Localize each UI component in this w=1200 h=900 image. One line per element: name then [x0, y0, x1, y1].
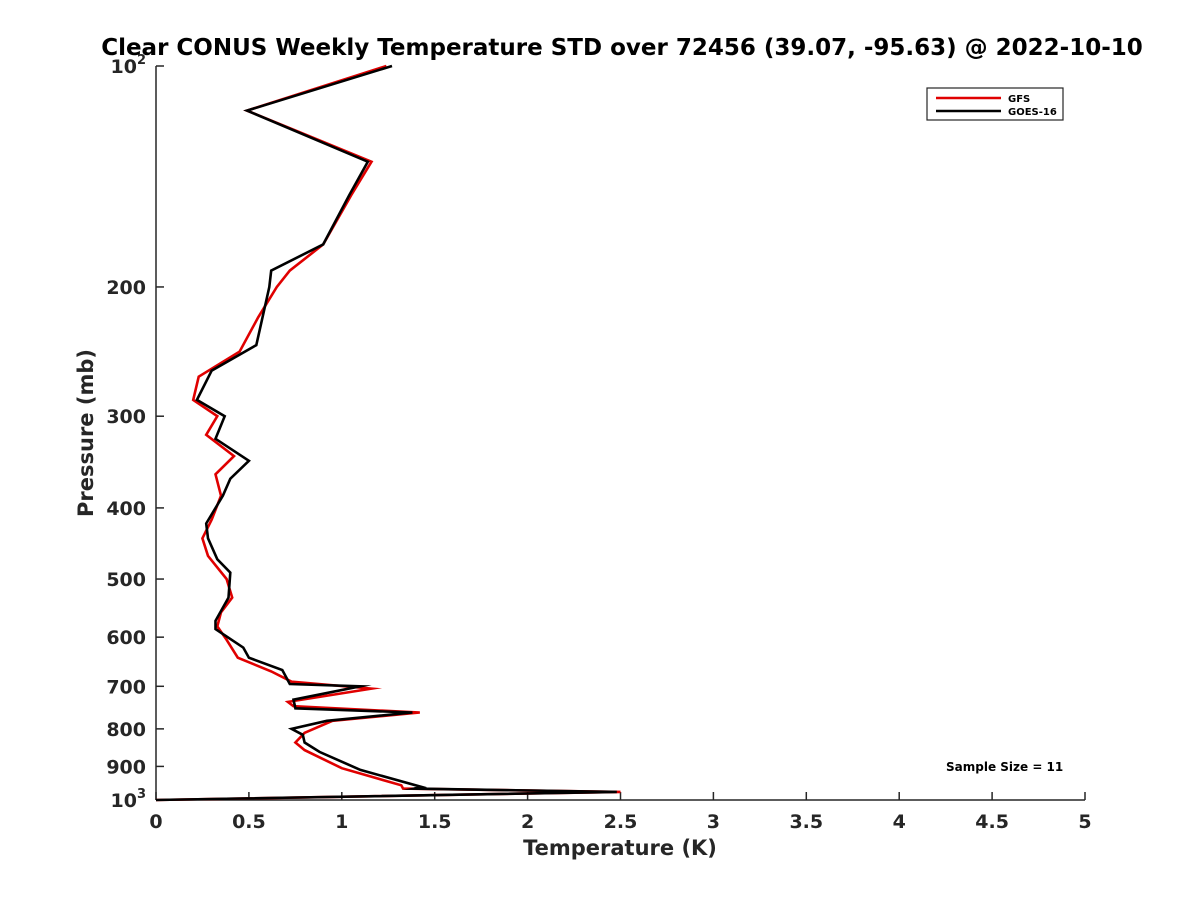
- legend-box: [926, 87, 1064, 121]
- x-tick-label: 2: [521, 811, 534, 833]
- legend-label: GFS: [1008, 94, 1030, 105]
- legend: GFS GOES-16: [926, 87, 1064, 121]
- y-tick-label: 102: [111, 53, 147, 78]
- y-tick-base: 10: [111, 56, 137, 78]
- sample-size-annotation: Sample Size = 11: [946, 760, 1063, 774]
- y-tick-label: 200: [106, 277, 146, 299]
- y-tick-label: 300: [106, 406, 146, 428]
- x-tick-label: 3: [707, 811, 720, 833]
- x-ticks: 0 0.5 1 1.5 2 2.5 3 3.5 4 4.5 5: [149, 792, 1092, 833]
- y-tick-label: 103: [111, 787, 147, 812]
- y-tick-label: 700: [106, 676, 146, 698]
- y-tick-label: 500: [106, 569, 146, 591]
- y-tick-base: 10: [111, 790, 137, 812]
- x-tick-label: 4: [893, 811, 906, 833]
- y-tick-label: 400: [106, 498, 146, 520]
- x-tick-label: 0.5: [232, 811, 266, 833]
- series-line-goes-16: [155, 64, 617, 802]
- plot-axes: [155, 66, 1085, 801]
- y-tick-label: 800: [106, 719, 146, 741]
- series-line-gfs: [155, 64, 621, 802]
- legend-label: GOES-16: [1008, 107, 1057, 118]
- x-tick-label: 5: [1078, 811, 1091, 833]
- x-tick-label: 4.5: [975, 811, 1009, 833]
- x-tick-label: 2.5: [604, 811, 638, 833]
- chart-title: Clear CONUS Weekly Temperature STD over …: [101, 35, 1143, 61]
- y-tick-label: 600: [106, 627, 146, 649]
- y-axis-label: Pressure (mb): [74, 349, 98, 517]
- x-tick-label: 1: [335, 811, 348, 833]
- x-tick-label: 1.5: [418, 811, 452, 833]
- x-axis-label: Temperature (K): [523, 836, 717, 860]
- y-tick-exponent: 2: [137, 53, 146, 68]
- x-tick-label: 3.5: [789, 811, 823, 833]
- y-tick-label: 900: [106, 756, 146, 778]
- y-tick-exponent: 3: [137, 787, 146, 802]
- x-tick-label: 0: [149, 811, 162, 833]
- data-series: [155, 64, 621, 802]
